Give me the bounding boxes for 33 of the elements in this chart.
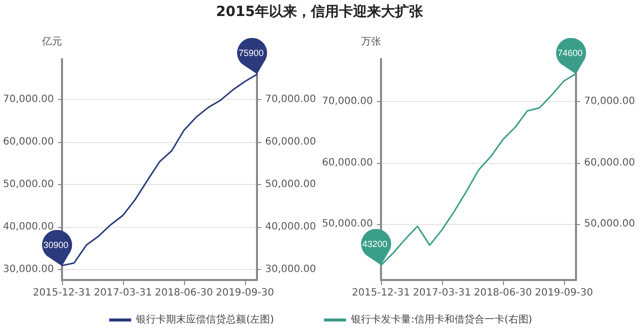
x-tick-label: 2015-12-31 xyxy=(32,288,91,298)
y-tick-label: 60,000.00 xyxy=(2,136,54,148)
y2-tick-label: 40,000.00 xyxy=(265,221,316,232)
data-label: 75900 xyxy=(238,47,265,60)
y-axis-title: 万张 xyxy=(360,36,381,48)
y2-tick-label: 70,000.00 xyxy=(265,94,316,105)
data-label: 74600 xyxy=(556,46,584,59)
y-axis-title: 亿元 xyxy=(40,36,62,48)
x-tick-label: 2018-06-30 xyxy=(474,288,532,298)
y2-tick-label: 60,000.00 xyxy=(265,136,316,148)
x-tick-label: 2017-03-31 xyxy=(94,288,152,298)
y2-tick-label: 30,000.00 xyxy=(265,264,316,275)
y-tick-label: 50,000.00 xyxy=(322,218,373,230)
x-tick-label: 2018-06-30 xyxy=(154,288,213,298)
text: 2015年以来，信用卡迎来大扩张 xyxy=(215,2,424,22)
y2-tick-label: 50,000.00 xyxy=(584,218,636,230)
data-label: 43200 xyxy=(361,238,388,250)
x-tick-label: 2017-03-31 xyxy=(412,288,471,298)
x-tick-label: 2019-09-30 xyxy=(534,288,593,298)
legend-label: 银行卡发卡量:信用卡和借贷合一卡(右图) xyxy=(350,314,532,326)
y-tick-label: 30,000.00 xyxy=(2,264,54,275)
y-tick-label: 50,000.00 xyxy=(2,178,54,190)
y-tick-label: 60,000.00 xyxy=(322,157,373,168)
y-tick-label: 40,000.00 xyxy=(2,221,54,232)
y2-tick-label: 50,000.00 xyxy=(265,178,316,190)
y2-tick-label: 70,000.00 xyxy=(584,96,636,108)
x-tick-label: 2015-12-31 xyxy=(352,288,410,298)
x-tick-label: 2019-09-30 xyxy=(216,288,274,298)
legend-label: 银行卡期末应偿信贷总额(左图) xyxy=(135,314,274,326)
data-label: 30900 xyxy=(42,238,70,251)
y2-tick-label: 60,000.00 xyxy=(584,157,636,168)
y-tick-label: 70,000.00 xyxy=(322,96,373,108)
y-tick-label: 70,000.00 xyxy=(2,94,54,105)
